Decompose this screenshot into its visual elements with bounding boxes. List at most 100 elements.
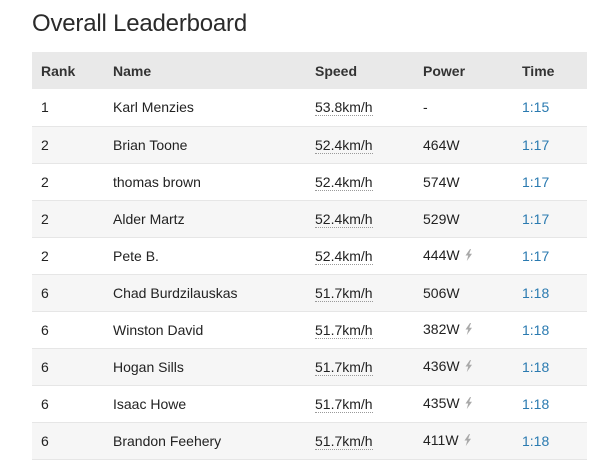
speed-cell: 51.7km/h [315,385,423,422]
rank-cell: 6 [41,284,49,301]
power-value: 529W [423,210,460,227]
time-link[interactable]: 1:18 [522,321,550,338]
rank-cell: 6 [41,395,49,412]
power-cell: 574W [423,163,522,200]
column-header-speed: Speed [315,62,358,79]
speed-cell: 51.7km/h [315,274,423,311]
lightning-bolt-icon [464,396,473,412]
time-cell: 1:17 [522,163,587,200]
table-row[interactable]: 6 Isaac Howe 51.7km/h 435W 1:18 [32,385,587,422]
time-link[interactable]: 1:17 [522,247,550,264]
power-cell: 382W [423,311,522,348]
athlete-name: Winston David [113,321,204,338]
time-link[interactable]: 1:18 [522,432,550,449]
speed-cell: 52.4km/h [315,237,423,274]
speed-cell: 53.8km/h [315,89,423,126]
time-cell: 1:18 [522,422,587,459]
speed-value: 51.7km/h [315,284,373,302]
rank-cell: 2 [41,210,49,227]
power-cell: 529W [423,200,522,237]
time-link[interactable]: 1:17 [522,136,550,153]
speed-value: 52.4km/h [315,173,373,191]
power-cell: 435W [423,385,522,422]
speed-cell: 51.7km/h [315,422,423,459]
column-header-name: Name [113,62,152,79]
time-cell: 1:17 [522,126,587,163]
power-value: 411W [423,432,459,448]
speed-value: 51.7km/h [315,432,373,450]
column-header-time: Time [522,62,555,79]
power-cell: 506W [423,274,522,311]
power-cell: - [423,89,522,126]
time-link[interactable]: 1:18 [522,284,550,301]
power-value: 464W [423,136,460,153]
table-header: Rank Name Speed Power Time [32,52,587,89]
power-value: 436W [423,358,460,374]
rank-cell: 2 [41,173,49,190]
time-link[interactable]: 1:17 [522,210,550,227]
time-cell: 1:18 [522,274,587,311]
time-cell: 1:18 [522,385,587,422]
table-row[interactable]: 1 Karl Menzies 53.8km/h - 1:15 [32,89,587,126]
speed-value: 52.4km/h [315,136,373,154]
table-row[interactable]: 6 Hogan Sills 51.7km/h 436W 1:18 [32,348,587,385]
power-cell: 464W [423,126,522,163]
time-cell: 1:18 [522,348,587,385]
athlete-name: thomas brown [113,173,201,190]
table-row[interactable]: 2 Brian Toone 52.4km/h 464W 1:17 [32,126,587,163]
athlete-name: Hogan Sills [113,358,184,375]
speed-cell: 52.4km/h [315,163,423,200]
speed-cell: 51.7km/h [315,311,423,348]
lightning-bolt-icon [463,433,472,449]
speed-cell: 52.4km/h [315,200,423,237]
athlete-name: Brian Toone [113,136,188,153]
rank-cell: 6 [41,432,49,449]
rank-cell: 6 [41,358,49,375]
rank-cell: 1 [41,99,49,116]
column-header-rank: Rank [41,62,76,79]
lightning-bolt-icon [464,322,473,338]
rank-cell: 6 [41,321,49,338]
table-row[interactable]: 6 Chad Burdzilauskas 51.7km/h 506W 1:18 [32,274,587,311]
athlete-name: Alder Martz [113,210,185,227]
table-row[interactable]: 2 thomas brown 52.4km/h 574W 1:17 [32,163,587,200]
athlete-name: Chad Burdzilauskas [113,284,238,301]
power-value: 382W [423,321,460,337]
time-link[interactable]: 1:15 [522,99,550,116]
power-value: 506W [423,284,460,301]
time-cell: 1:18 [522,311,587,348]
power-value: 435W [423,395,460,411]
athlete-name: Brandon Feehery [113,432,222,449]
time-link[interactable]: 1:17 [522,173,550,190]
athlete-name: Isaac Howe [113,395,187,412]
header-row: Rank Name Speed Power Time [32,52,587,89]
power-value: 574W [423,173,460,190]
table-row[interactable]: 2 Pete B. 52.4km/h 444W 1:17 [32,237,587,274]
lightning-bolt-icon [464,248,473,264]
table-body: 1 Karl Menzies 53.8km/h - 1:15 2 Brian Toone 52… [32,89,587,459]
time-link[interactable]: 1:18 [522,395,550,412]
speed-cell: 52.4km/h [315,126,423,163]
speed-cell: 51.7km/h [315,348,423,385]
power-cell: 436W [423,348,522,385]
speed-value: 53.8km/h [315,99,373,117]
time-cell: 1:17 [522,200,587,237]
speed-value: 51.7km/h [315,358,373,376]
power-cell: 411W [423,422,522,459]
table-row[interactable]: 6 Winston David 51.7km/h 382W 1:18 [32,311,587,348]
speed-value: 52.4km/h [315,247,373,265]
table-row[interactable]: 2 Alder Martz 52.4km/h 529W 1:17 [32,200,587,237]
column-header-power: Power [423,62,466,79]
power-value: - [423,99,428,116]
leaderboard-table: Rank Name Speed Power Time 1 Karl Menzies… [32,52,587,460]
time-cell: 1:17 [522,237,587,274]
speed-value: 51.7km/h [315,321,373,339]
speed-value: 52.4km/h [315,210,373,228]
time-link[interactable]: 1:18 [522,358,550,375]
rank-cell: 2 [41,247,49,264]
time-cell: 1:15 [522,89,587,126]
lightning-bolt-icon [464,359,473,375]
athlete-name: Karl Menzies [113,99,194,116]
table-row[interactable]: 6 Brandon Feehery 51.7km/h 411W 1:18 [32,422,587,459]
